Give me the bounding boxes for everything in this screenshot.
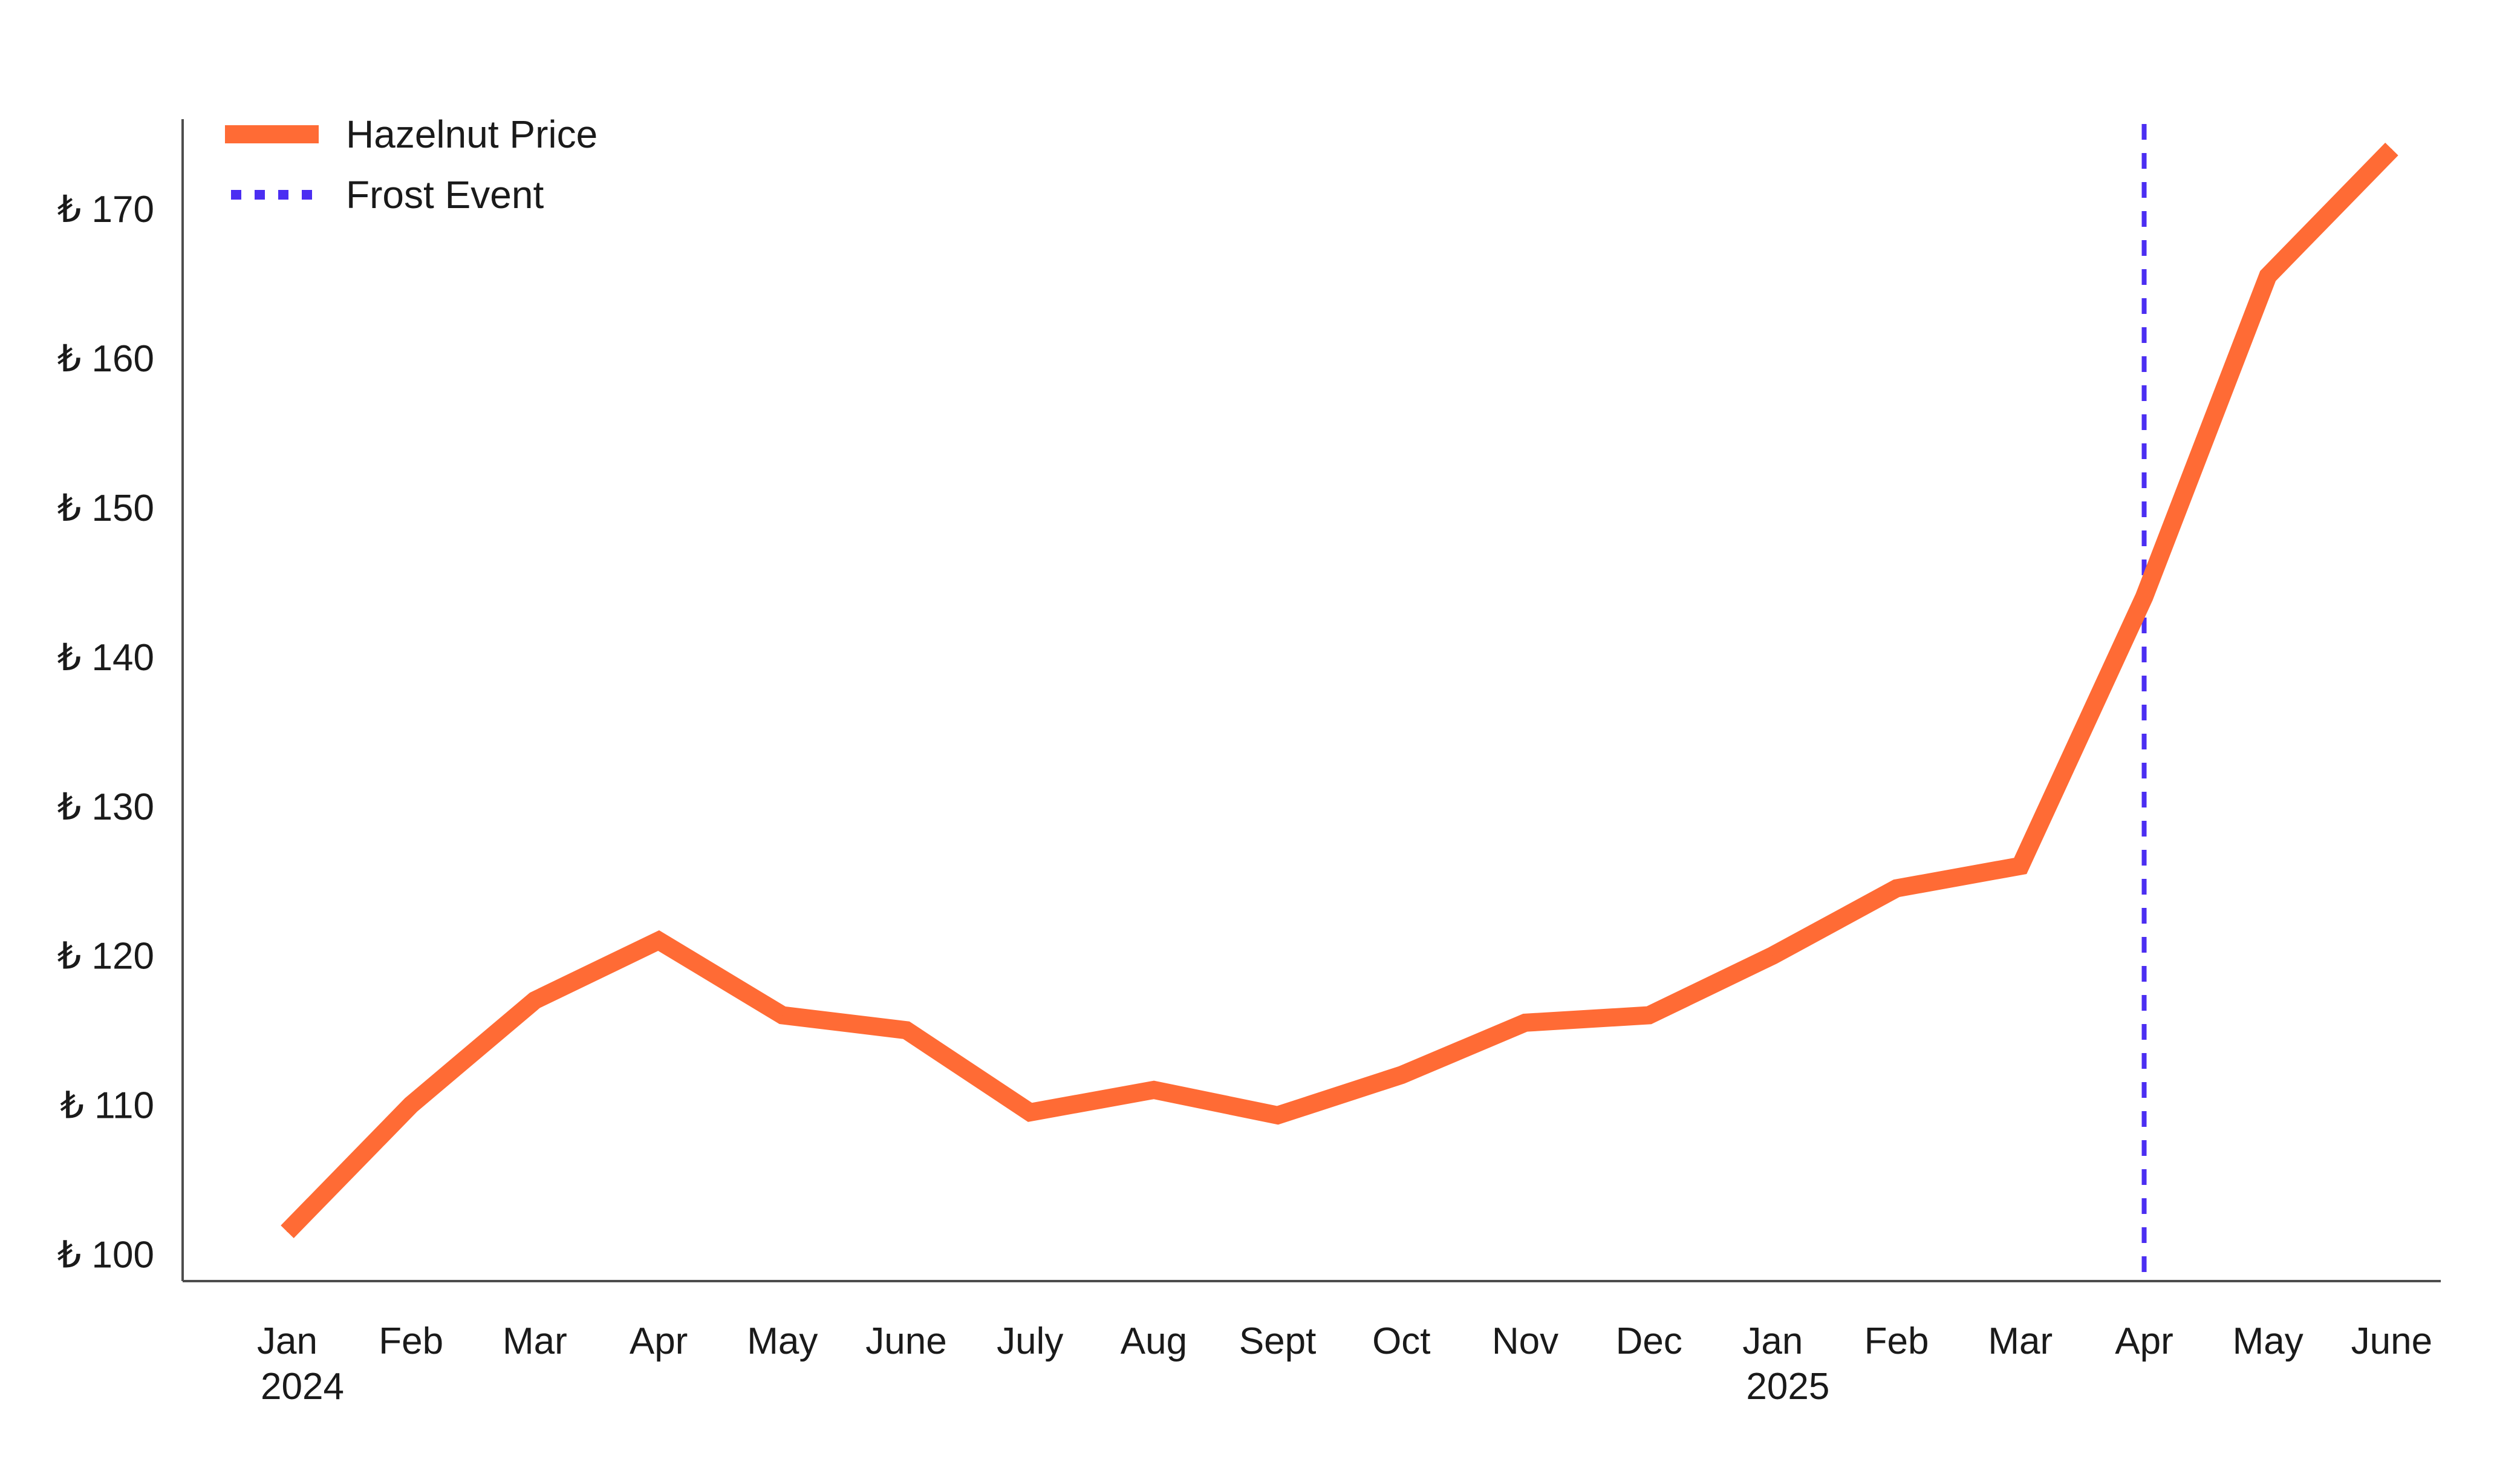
x-tick-label: May <box>747 1320 818 1362</box>
x-tick-label: Apr <box>630 1320 688 1362</box>
legend: Hazelnut Price Frost Event <box>225 113 597 217</box>
x-tick-label: Nov <box>1492 1320 1558 1362</box>
x-tick-label: Jan <box>257 1320 317 1362</box>
axes <box>181 119 2441 1282</box>
x-tick-label: May <box>2233 1320 2303 1362</box>
data-point <box>906 1029 907 1031</box>
series-group <box>281 142 2398 1238</box>
x-tick-label: Sept <box>1239 1320 1317 1362</box>
x-tick-label: June <box>2351 1320 2432 1362</box>
x-tick-label: July <box>997 1320 1063 1362</box>
data-point <box>1525 1022 1526 1023</box>
x-tick-label: Apr <box>2115 1320 2173 1362</box>
y-tick-label: ₺ 100 <box>57 1235 154 1276</box>
x-tick-label: Mar <box>503 1320 567 1362</box>
y-tick-label: ₺ 120 <box>57 936 154 977</box>
data-point <box>782 1014 783 1016</box>
legend-label-hazelnut-price: Hazelnut Price <box>346 113 597 156</box>
x-tick-label: Feb <box>1864 1320 1929 1362</box>
x-tick-label: Jan <box>1742 1320 1803 1362</box>
x-tick-label: Mar <box>1988 1320 2053 1362</box>
legend-label-frost-event: Frost Event <box>346 173 544 217</box>
x-tick-label: June <box>865 1320 946 1362</box>
y-tick-label: ₺ 160 <box>57 338 154 380</box>
x-tick-year-label: 2024 <box>261 1366 344 1408</box>
x-tick-label: Aug <box>1121 1320 1187 1362</box>
y-tick-label: ₺ 140 <box>57 637 154 679</box>
y-tick-labels: ₺ 100 ₺ 110 ₺ 120 ₺ 130 ₺ 140 ₺ 150 ₺ 160 ₺ 170 <box>57 189 154 1276</box>
x-tick-year-label: 2025 <box>1746 1366 1829 1408</box>
hazelnut-price-line <box>281 142 2398 1238</box>
x-tick-label: Oct <box>1372 1320 1430 1362</box>
data-point <box>1153 1089 1154 1091</box>
y-tick-label: ₺ 110 <box>60 1085 154 1127</box>
data-point <box>287 1231 288 1233</box>
x-tick-label: Feb <box>379 1320 443 1362</box>
x-tick-label: Dec <box>1616 1320 1682 1362</box>
y-tick-label: ₺ 130 <box>57 786 154 828</box>
y-tick-label: ₺ 150 <box>57 488 154 529</box>
y-tick-label: ₺ 170 <box>57 189 154 230</box>
